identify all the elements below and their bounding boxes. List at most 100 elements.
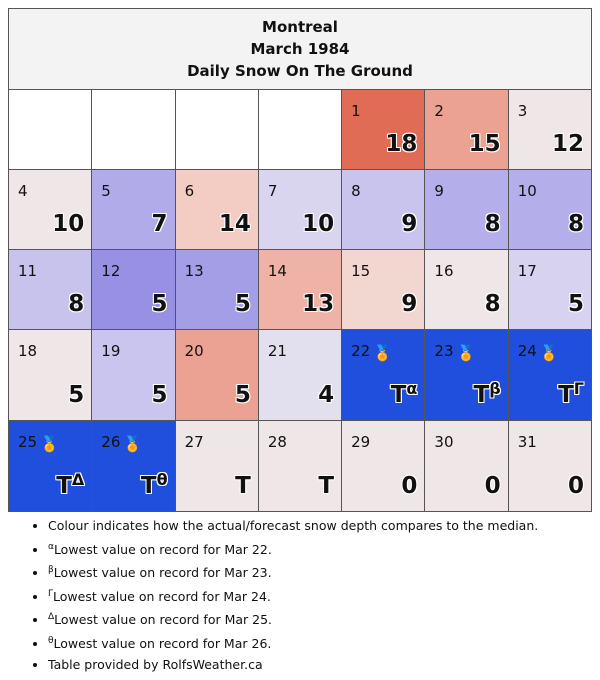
day-number-text: 13 [184,262,204,280]
day-number-text: 19 [101,342,121,360]
day-number: 21 [268,342,287,360]
calendar-empty-cell [91,89,176,170]
note-text: Lowest value on record for Mar 25. [54,612,273,628]
snow-depth-text: 7 [151,211,168,237]
day-number-text: 30 [434,433,454,451]
calendar-day-cell: 13 5 [174,249,259,330]
day-number-text: 22 [351,342,371,360]
snow-depth-text: 13 [302,291,335,317]
day-number-text: 28 [267,433,287,451]
day-number-text: 14 [267,262,287,280]
snow-depth-text: T [140,473,157,499]
snow-depth-value: 15 [469,131,501,157]
calendar-day-cell: 2 15 [424,89,509,170]
day-number: 9 [434,182,444,200]
calendar-day-cell: 24 🏅 TΓ [507,329,593,421]
note-text: Lowest value on record for Mar 22. [53,541,272,557]
calendar-day-cell: 16 8 [424,249,509,330]
day-number: 4 [18,182,28,200]
medal-icon: 🏅 [40,435,59,453]
note-item: βLowest value on record for Mar 23. [48,560,592,584]
snow-depth-text: 5 [567,291,584,317]
day-number: 29 [351,433,370,451]
calendar-empty-cell [174,89,259,170]
day-number: 27 [185,433,204,451]
snow-depth-text: 8 [484,291,501,317]
calendar-empty-cell [7,89,93,170]
calendar-day-cell: 11 8 [7,249,93,330]
day-number: 30 [434,433,453,451]
day-number-text: 11 [18,262,38,280]
note-item: ΓLowest value on record for Mar 24. [48,584,592,608]
calendar-day-cell: 27 T [174,420,259,512]
day-number: 20 [185,342,204,360]
calendar-week-row: 4 10 5 7 6 14 7 10 8 9 9 8 10 8 [7,169,593,250]
calendar-empty-cell [257,89,343,170]
snow-depth-text: 9 [401,211,418,237]
day-number-text: 27 [184,433,204,451]
calendar-day-cell: 15 9 [341,249,426,330]
day-number-text: 2 [434,102,444,120]
snow-depth-value: 0 [401,473,417,499]
snow-depth-value: 0 [485,473,501,499]
calendar-header: Montreal March 1984 Daily Snow On The Gr… [8,8,592,90]
calendar-day-cell: 30 0 [424,420,509,512]
day-number-text: 10 [517,182,537,200]
calendar-day-cell: 18 5 [7,329,93,421]
calendar-day-cell: 12 5 [91,249,176,330]
snow-depth-text: T [56,473,72,499]
snow-depth-value: 5 [235,291,251,317]
calendar-week-row: 11 8 12 5 13 5 14 13 15 9 16 8 17 5 [7,249,593,330]
snow-depth-text: 10 [52,211,85,237]
snow-depth-text: 10 [302,211,335,237]
notes-section: Colour indicates how the actual/forecast… [8,516,592,675]
day-number: 19 [101,342,120,360]
snow-depth-value: 18 [385,131,417,157]
day-number: 12 [101,262,120,280]
day-number-text: 21 [267,342,287,360]
calendar-week-row: 1 18 2 15 3 12 [7,89,593,170]
chart-subtitle: Daily Snow On The Ground [187,62,413,80]
snow-depth-text: 14 [218,211,251,237]
snow-depth-value: TΓ [558,379,584,408]
snow-depth-value: 0 [568,473,584,499]
day-number: 6 [185,182,195,200]
snow-depth-value: 5 [235,382,251,408]
day-number: 15 [351,262,370,280]
note-text: Colour indicates how the actual/forecast… [48,518,539,533]
calendar-body: 1 18 2 15 3 12 4 10 5 7 6 14 7 10 8 9 9 8 10 8 11 8 12 5 13 5 14 13… [7,89,593,512]
snow-depth-value: 8 [485,211,501,237]
snow-depth-text: 9 [401,291,418,317]
record-footnote-marker: θ [156,470,168,489]
day-number-text: 18 [18,342,38,360]
day-number: 25 🏅 [18,433,59,453]
calendar-day-cell: 14 13 [257,249,343,330]
snow-depth-value: Tβ [474,379,501,408]
snow-depth-text: 5 [234,382,251,408]
day-number: 11 [18,262,37,280]
day-number-text: 6 [184,182,195,200]
day-number: 16 [434,262,453,280]
note-item: Colour indicates how the actual/forecast… [48,516,592,537]
calendar-day-cell: 20 5 [174,329,259,421]
day-number: 26 🏅 [101,433,142,453]
calendar-day-cell: 25 🏅 TΔ [7,420,93,512]
snow-depth-value: TΔ [56,470,84,499]
calendar-day-cell: 3 12 [507,89,593,170]
day-number-text: 9 [434,182,444,200]
snow-depth-value: T [318,473,334,499]
snow-depth-value: 5 [152,382,168,408]
snow-depth-text: 5 [151,291,168,317]
calendar-day-cell: 10 8 [507,169,593,250]
calendar-day-cell: 28 T [257,420,343,512]
note-footnote-marker: θ [48,635,54,646]
snow-depth-text: T [390,382,407,408]
snow-depth-value: 12 [552,131,584,157]
snow-calendar: Montreal March 1984 Daily Snow On The Gr… [7,8,593,512]
snow-depth-value: T [235,473,251,499]
calendar-day-cell: 6 14 [174,169,259,250]
day-number-text: 15 [351,262,371,280]
note-footnote-marker: β [48,565,54,576]
day-number: 22 🏅 [351,342,392,362]
